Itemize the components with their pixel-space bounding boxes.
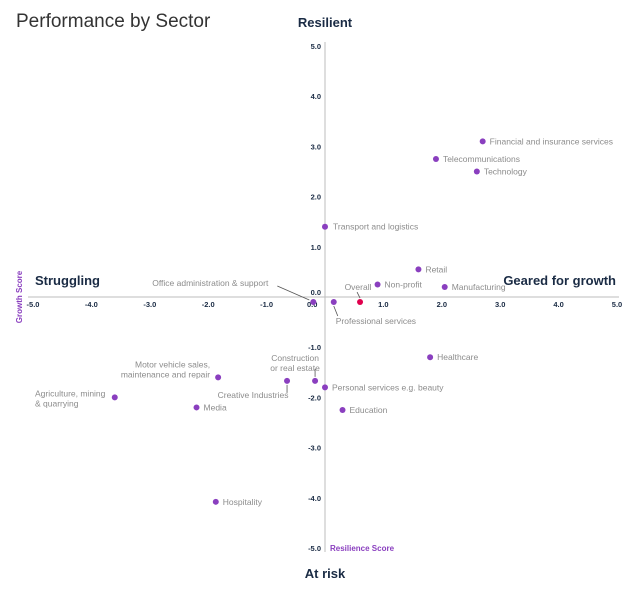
sector-point — [374, 281, 381, 288]
sector-point — [322, 384, 328, 391]
sector-point — [479, 138, 486, 145]
overall-point — [357, 299, 364, 306]
point-label: Financial and insurance services — [490, 136, 613, 146]
point-label: Personal services e.g. beauty — [332, 382, 444, 392]
point-label: Agriculture, mining & quarrying — [35, 388, 106, 408]
sector-point — [330, 299, 337, 306]
x-tick-label: 5.0 — [612, 300, 622, 309]
point-label: Media — [204, 402, 227, 412]
sector-point — [212, 498, 219, 505]
sector-point — [339, 406, 346, 413]
y-tick-label: 4.0 — [311, 92, 321, 101]
point-label: Transport and logistics — [333, 222, 418, 232]
point-label: Manufacturing — [452, 282, 506, 292]
quadrant-label-top: Resilient — [298, 15, 353, 30]
y-tick-label: -2.0 — [308, 393, 321, 402]
sector-point — [415, 266, 422, 273]
y-tick-label: -5.0 — [308, 544, 321, 553]
x-tick-label: 4.0 — [553, 300, 563, 309]
sector-point — [215, 374, 222, 381]
point-label: Non-profit — [385, 279, 423, 289]
sector-point — [111, 394, 118, 401]
leader-line — [356, 291, 361, 299]
y-tick-label: 5.0 — [311, 42, 321, 51]
leader-line — [333, 305, 339, 317]
y-tick-label: 0.0 — [311, 288, 321, 297]
x-axis-label: Resilience Score — [330, 544, 395, 553]
sector-point — [427, 354, 434, 361]
sector-point — [322, 223, 328, 230]
point-label: Motor vehicle sales, maintenance and repa… — [121, 359, 210, 379]
point-label: Professional services — [336, 316, 416, 326]
quadrant-label-left: Struggling — [35, 273, 100, 288]
y-tick-label: 1.0 — [311, 243, 321, 252]
sector-point — [432, 155, 439, 162]
point-label: Healthcare — [437, 352, 478, 362]
sector-point — [473, 168, 480, 175]
y-tick-labels: 5.0 4.0 3.0 2.0 1.0 0.0 -1.0 -2.0 -3.0 -4.0 -5.0 — [308, 42, 321, 553]
sector-point — [284, 377, 291, 384]
x-tick-label: -3.0 — [143, 300, 156, 309]
x-tick-label: -5.0 — [27, 300, 40, 309]
y-tick-label: 3.0 — [311, 142, 321, 151]
sector-point — [441, 283, 448, 290]
x-tick-label: -2.0 — [202, 300, 215, 309]
point-label: Office administration & support — [152, 278, 269, 288]
sector-point — [310, 299, 317, 306]
x-tick-label: -1.0 — [260, 300, 273, 309]
y-axis-label: Growth Score — [15, 270, 24, 323]
x-tick-label: -4.0 — [85, 300, 98, 309]
quadrant-label-right: Geared for growth — [503, 273, 616, 288]
x-tick-label: 2.0 — [437, 300, 447, 309]
x-tick-labels: -5.0-4.0-3.0-2.0-1.00.01.02.03.04.05.0 — [27, 300, 623, 309]
x-tick-label: 3.0 — [495, 300, 505, 309]
y-tick-label: -1.0 — [308, 343, 321, 352]
chart-title: Performance by Sector — [16, 11, 211, 32]
quadrant-label-bottom: At risk — [305, 566, 346, 581]
y-tick-label: -4.0 — [308, 494, 321, 503]
point-label: Overall — [345, 282, 372, 292]
point-label: Creative Industries — [218, 390, 289, 400]
y-tick-label: 2.0 — [311, 193, 321, 202]
point-label: Hospitality — [223, 497, 263, 507]
sector-point — [193, 404, 200, 411]
sector-point — [312, 377, 319, 384]
x-tick-label: 1.0 — [378, 300, 388, 309]
y-tick-label: -3.0 — [308, 444, 321, 453]
point-labels: Financial and insurance services Telecomm… — [35, 136, 613, 506]
data-points — [111, 138, 486, 505]
point-label: Education — [350, 405, 388, 415]
leader-lines — [277, 285, 361, 393]
point-label: Technology — [484, 167, 528, 177]
point-label: Construction or real estate — [270, 353, 320, 373]
leader-line — [277, 285, 310, 301]
point-label: Telecommunications — [443, 154, 520, 164]
point-label: Retail — [425, 264, 447, 274]
